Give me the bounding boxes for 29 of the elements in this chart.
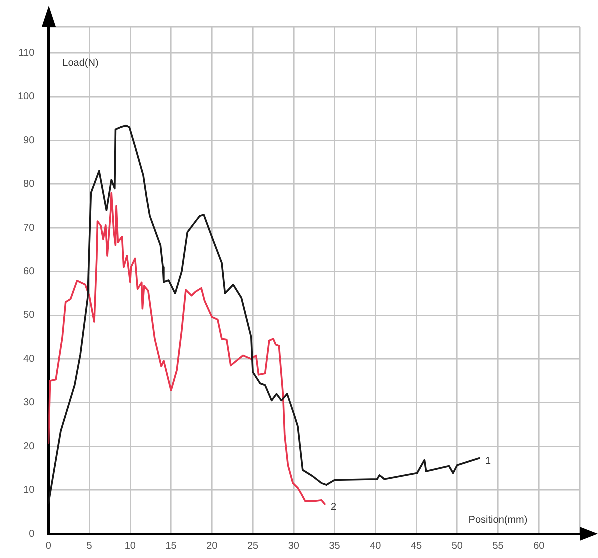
x-tick-label: 20 [206,540,218,552]
x-tick-label: 45 [410,540,423,552]
x-tick-label: 15 [166,540,178,552]
x-tick-label: 40 [370,540,382,552]
y-tick-label: 70 [24,222,36,234]
y-tick-label: 40 [24,354,36,365]
x-tick-label: 55 [492,540,504,552]
x-tick-label: 30 [288,540,300,552]
y-tick-label: 10 [24,485,36,496]
y-tick-label: 50 [24,310,36,322]
x-tick-label: 5 [86,540,93,552]
x-tick-label: 10 [124,540,136,552]
x-tick-label: 35 [329,540,341,552]
y-axis-title: Load(N) [62,58,99,69]
y-tick-label: 30 [24,398,36,409]
series-label: 1 [485,456,492,468]
y-tick-label: 20 [24,441,36,452]
y-tick-label: 60 [24,266,36,278]
y-tick-label: 0 [29,528,36,540]
x-tick-label: 50 [452,540,464,552]
y-tick-label: 90 [24,135,36,146]
y-tick-label: 110 [18,48,36,59]
y-tick-label: 100 [18,92,36,103]
y-tick-label: 80 [24,179,36,190]
x-axis-title: Position(mm) [468,514,528,526]
x-tick-label: 60 [534,540,546,552]
x-tick-label: 25 [247,540,260,552]
series-label: 2 [330,502,337,514]
x-tick-label: 0 [46,540,52,552]
